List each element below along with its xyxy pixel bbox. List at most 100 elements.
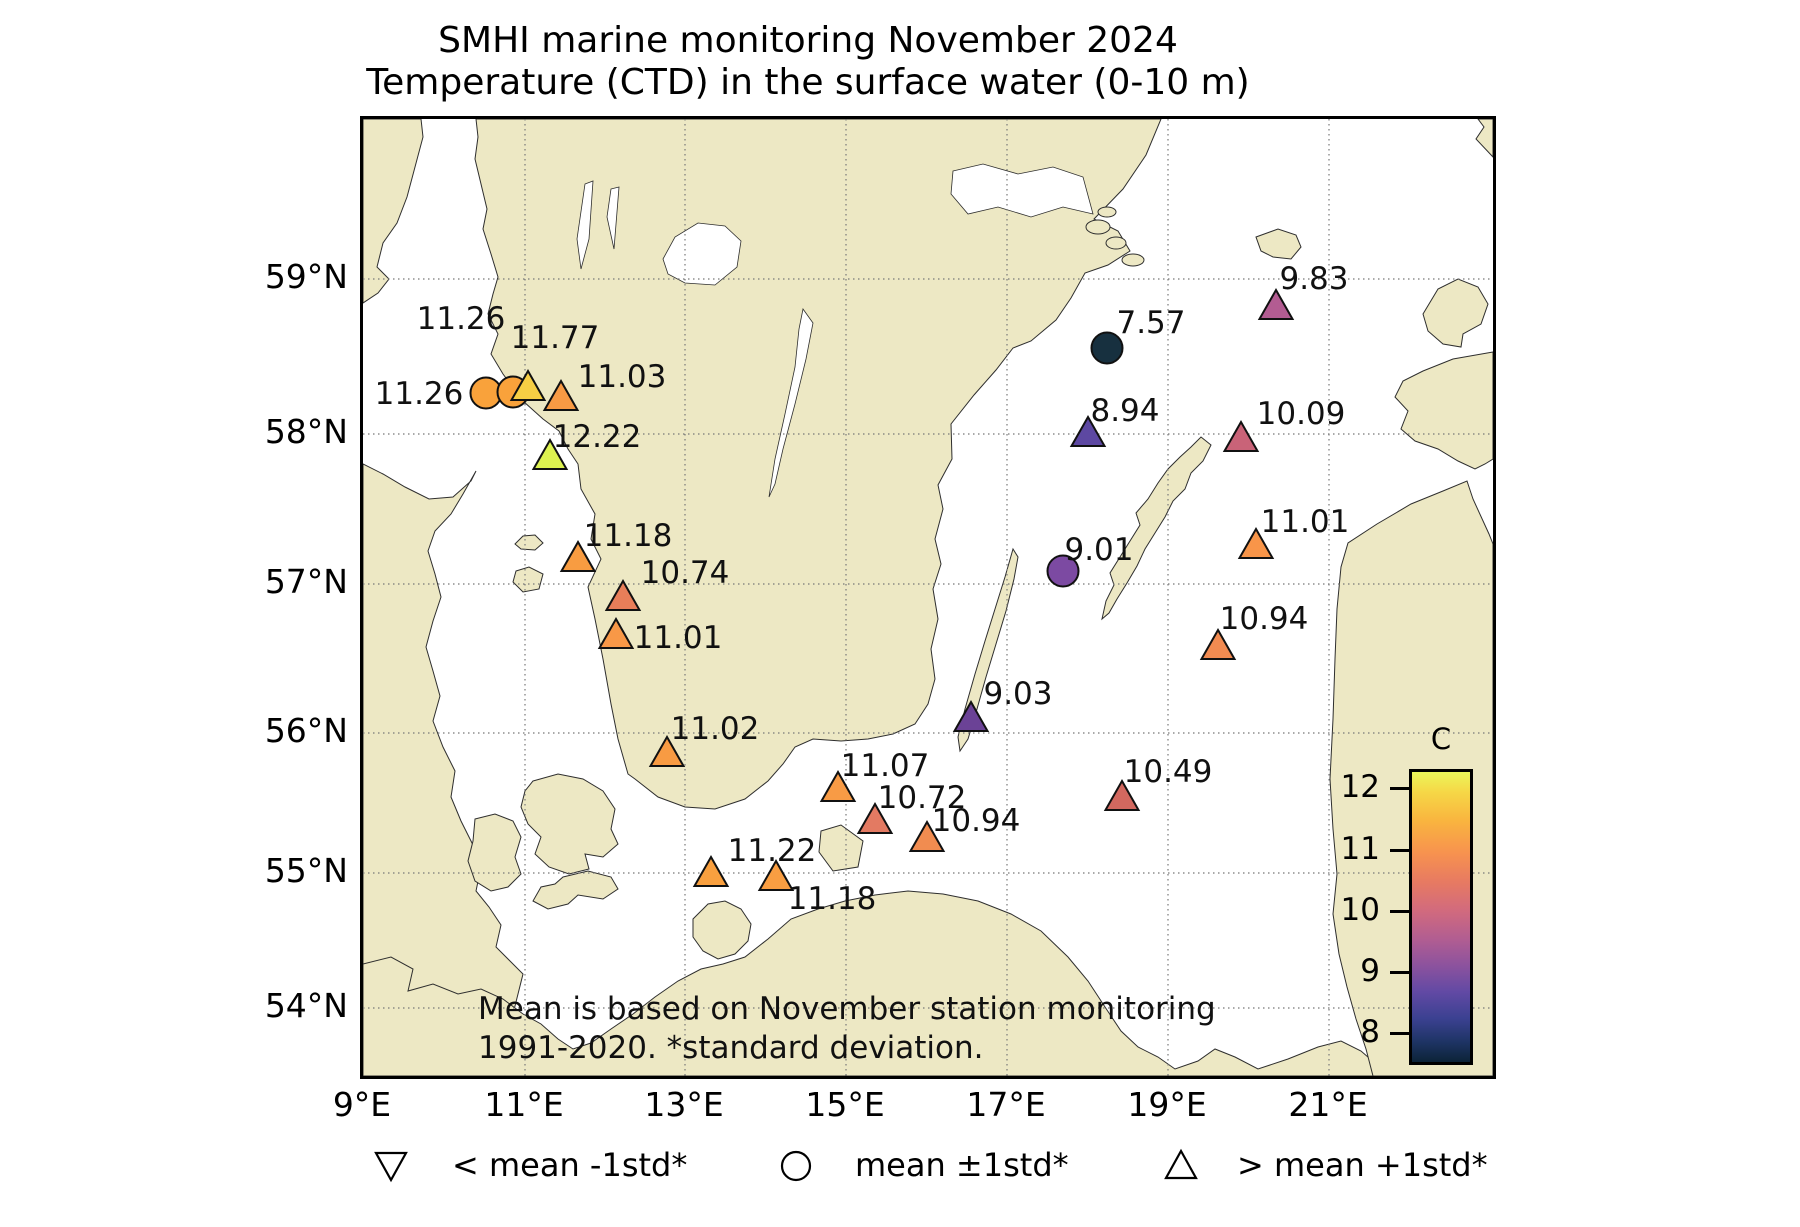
station-marker-triangle-up [908,819,946,852]
station-value-label: 11.77 [511,320,600,356]
station-marker-triangle-up [1222,419,1260,452]
station-value-label: 10.94 [932,803,1021,839]
station-marker-triangle-up [1237,526,1275,559]
station-value-label: 11.01 [1261,504,1350,540]
station-value-label: 8.94 [1090,393,1159,429]
island-lolland [532,870,619,910]
island-archipelago-1 [1085,219,1111,235]
station-value-label: 11.22 [728,833,817,869]
station-marker-triangle-up [1199,627,1237,660]
station-marker-triangle-up [542,378,580,411]
land-estonia [1394,351,1493,470]
colorbar [1409,769,1473,1065]
station-marker-triangle-up [1069,414,1107,447]
lake-vattern [768,308,814,498]
station-value-label: 11.02 [671,711,760,747]
x-tick-label: 21°E [1288,1085,1368,1124]
chart-title-line1: SMHI marine monitoring November 2024 [438,20,1178,61]
colorbar-tick-mark [1390,971,1409,974]
station-marker-triangle-up [757,858,795,891]
station-value-label: 11.26 [375,376,464,412]
station-value-label: 10.74 [641,555,730,591]
station-value-label: 11.01 [634,620,723,656]
colorbar-tick-mark [1390,849,1409,852]
station-marker-triangle-up [604,578,642,611]
island-archipelago-2 [1105,236,1127,250]
stations: 11.2611.2611.7711.0312.2211.1810.7411.01… [375,261,1350,917]
y-tick-label: 59°N [264,257,348,296]
mean-note: Mean is based on November station monito… [478,990,1216,1068]
island-ruegen [692,900,752,960]
station-value-label: 10.49 [1124,754,1213,790]
station-marker-circle [1046,554,1080,588]
baltic-sea-map: 11.2611.2611.7711.0312.2211.1810.7411.01… [363,119,1493,1076]
station-marker-triangle-up [856,801,894,834]
station-marker-triangle-up [952,699,990,732]
island-gotland [1101,436,1212,621]
island-laeso [514,534,544,551]
station-value-label: 12.22 [553,419,642,455]
y-tick-label: 54°N [264,986,348,1025]
colorbar-tick-mark [1390,910,1409,913]
station-value-label: 11.18 [788,881,877,917]
station-marker-triangle-up [648,734,686,767]
station-value-label: 11.18 [584,518,673,554]
colorbar-tick-label: 9 [1360,953,1380,989]
colorbar-tick-label: 12 [1340,769,1380,805]
legend-circle-icon [780,1150,812,1182]
colorbar-tick-label: 8 [1360,1014,1380,1050]
station-value-label: 7.57 [1116,305,1185,341]
map-plot-area: 11.26 11.26 11.77 11.03 12.22 11.18 10.74 11.01… [360,116,1496,1079]
y-tick-label: 57°N [264,562,348,601]
colorbar-tick-mark [1390,1032,1409,1035]
land-sweden [474,119,1162,810]
station-marker-circle [1090,331,1124,365]
legend-triangle-down-icon [374,1151,408,1183]
lake-vanern [662,222,742,286]
station-value-label: 9.03 [983,676,1052,712]
x-tick-label: 17°E [966,1085,1046,1124]
legend-label-below-mean: < mean -1std* [452,1146,688,1184]
station-value-label: 9.83 [1279,261,1348,297]
station-marker-triangle-up [509,368,547,401]
colorbar-tick-label: 10 [1340,892,1380,928]
island-archipelago-3 [1121,253,1145,267]
station-value-label: 10.09 [1257,396,1346,432]
station-marker-triangle-up [819,769,857,802]
colorbar-tick-label: 11 [1340,831,1380,867]
y-tick-label: 56°N [264,711,348,750]
island-archipelago-5 [1255,228,1302,260]
station-marker-triangle-up [597,616,635,649]
legend-label-above-mean: > mean +1std* [1237,1146,1488,1184]
station-marker-triangle-up [1257,287,1295,320]
x-tick-label: 15°E [805,1085,885,1124]
x-tick-label: 9°E [332,1085,392,1124]
land-germany-poland [363,890,1380,1076]
island-anholt [512,566,544,593]
island-aland [1422,278,1489,348]
colorbar-tick-mark [1390,787,1409,790]
mean-note-line1: Mean is based on November station monito… [478,991,1216,1027]
chart-title-line2: Temperature (CTD) in the surface water (… [366,62,1250,103]
y-tick-label: 55°N [264,851,348,890]
x-tick-label: 11°E [484,1085,564,1124]
x-tick-label: 19°E [1127,1085,1207,1124]
island-corner [1475,119,1493,158]
lake-malaren [950,163,1094,218]
y-tick-label: 58°N [264,412,348,451]
x-tick-label: 13°E [644,1085,724,1124]
island-funen [467,813,522,892]
island-archipelago-4 [1097,206,1117,218]
island-oland [957,547,1019,753]
station-value-label: 10.94 [1220,601,1309,637]
lake-small-2 [606,186,620,250]
station-value-label: 11.07 [841,748,930,784]
station-marker-triangle-up [531,437,569,470]
land-norway [363,119,424,304]
lake-small-1 [576,180,594,270]
mean-note-line2: 1991-2020. *standard deviation. [478,1030,984,1066]
station-value-label: 11.26 [417,301,506,337]
graticule [363,119,1493,1076]
station-marker-triangle-up [1103,778,1141,811]
